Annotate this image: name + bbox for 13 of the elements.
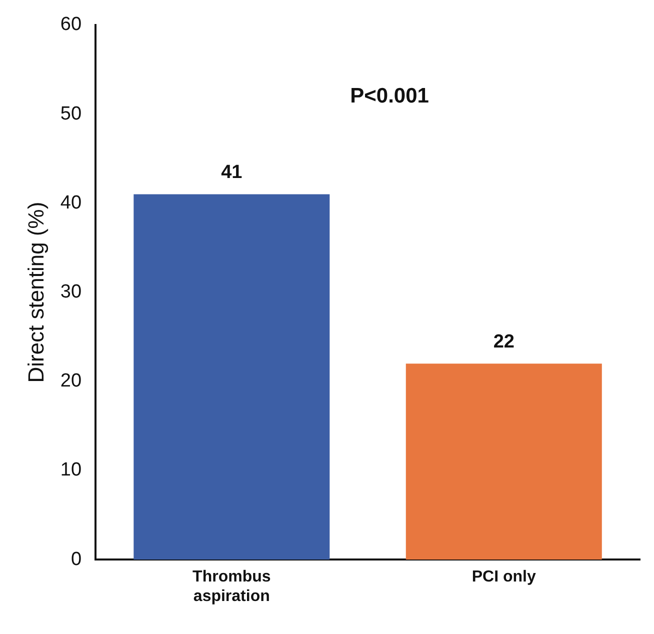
y-tick-label: 0 (70, 548, 82, 570)
data-label: 22 (493, 331, 514, 352)
y-tick-label: 30 (60, 282, 82, 303)
x-tick-label: Thrombus aspiration (192, 568, 271, 605)
y-tick-label: 20 (60, 370, 82, 392)
annotation: P<0.001 (350, 84, 430, 108)
data-label: 41 (221, 162, 243, 184)
y-tick-label: 50 (60, 103, 82, 124)
y-tick-label: 10 (60, 460, 82, 481)
y-tick-label: 40 (60, 192, 82, 214)
x-tick-label: PCI only (472, 568, 536, 586)
y-axis-title: Direct stenting (%) (23, 202, 48, 383)
y-tick-label: 60 (60, 14, 82, 36)
